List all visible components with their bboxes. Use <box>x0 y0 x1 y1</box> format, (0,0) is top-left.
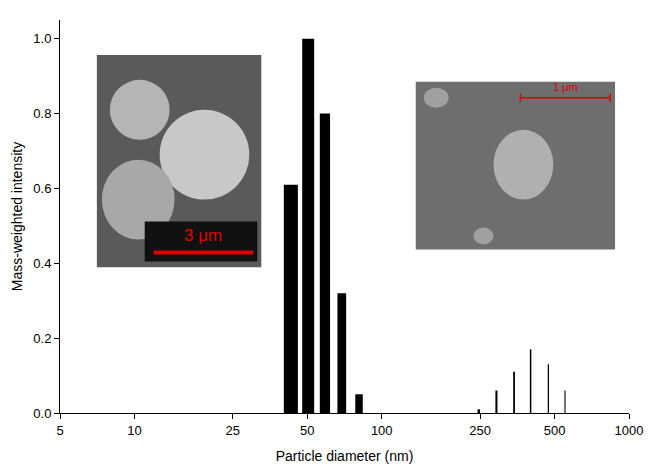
svg-text:500: 500 <box>544 423 566 438</box>
svg-text:50: 50 <box>300 423 314 438</box>
svg-text:10: 10 <box>127 423 141 438</box>
svg-text:1000: 1000 <box>615 423 644 438</box>
svg-text:Particle diameter (nm): Particle diameter (nm) <box>276 448 414 464</box>
svg-text:0.8: 0.8 <box>33 106 51 121</box>
svg-text:3 μm: 3 μm <box>184 226 222 245</box>
svg-text:0.2: 0.2 <box>33 331 51 346</box>
svg-text:100: 100 <box>371 423 393 438</box>
svg-text:0.6: 0.6 <box>33 181 51 196</box>
svg-text:0.4: 0.4 <box>33 256 51 271</box>
svg-text:250: 250 <box>469 423 491 438</box>
svg-text:0.0: 0.0 <box>33 406 51 421</box>
svg-text:25: 25 <box>226 423 240 438</box>
svg-text:Mass-weighted intensity: Mass-weighted intensity <box>9 142 25 291</box>
svg-text:1.0: 1.0 <box>33 31 51 46</box>
svg-text:5: 5 <box>56 423 63 438</box>
svg-text:1 μm: 1 μm <box>553 81 578 93</box>
